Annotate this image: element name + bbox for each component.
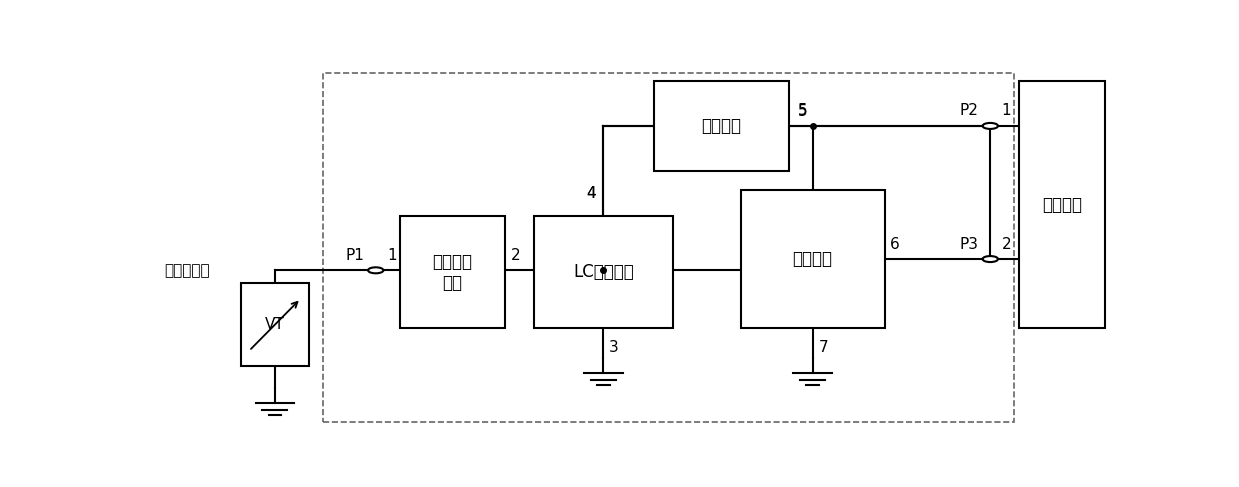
Text: 电源滤波
电路: 电源滤波 电路 [432, 253, 472, 292]
Text: 反馈电路: 反馈电路 [793, 250, 833, 268]
Text: 3: 3 [610, 340, 618, 355]
Text: VT: VT [265, 317, 285, 332]
Text: 2: 2 [1002, 237, 1011, 252]
Bar [323, 74, 1015, 422]
Text: 1: 1 [1002, 103, 1011, 118]
Bar [242, 283, 309, 366]
Text: 7: 7 [819, 340, 828, 355]
Text: 6: 6 [890, 237, 900, 252]
Bar [654, 81, 788, 171]
Circle shape [983, 123, 997, 129]
Text: LC谐振电路: LC谐振电路 [574, 263, 634, 281]
Bar [400, 216, 506, 328]
Circle shape [983, 256, 997, 262]
Text: 2: 2 [512, 248, 520, 263]
Bar [534, 216, 674, 328]
Text: 5: 5 [798, 103, 808, 118]
Text: 4: 4 [586, 186, 596, 201]
Text: 4: 4 [586, 186, 596, 201]
Text: 有源器件: 有源器件 [1042, 196, 1083, 214]
Text: P1: P1 [346, 248, 364, 263]
Text: 5: 5 [798, 104, 808, 119]
Circle shape [368, 267, 383, 273]
Text: 可控电压源: 可控电压源 [165, 263, 211, 278]
Bar [1018, 81, 1105, 328]
Text: P2: P2 [960, 103, 979, 118]
Text: P3: P3 [960, 237, 979, 252]
Bar [741, 190, 885, 328]
Text: 接入电容: 接入电容 [701, 117, 741, 135]
Text: 1: 1 [388, 248, 396, 263]
